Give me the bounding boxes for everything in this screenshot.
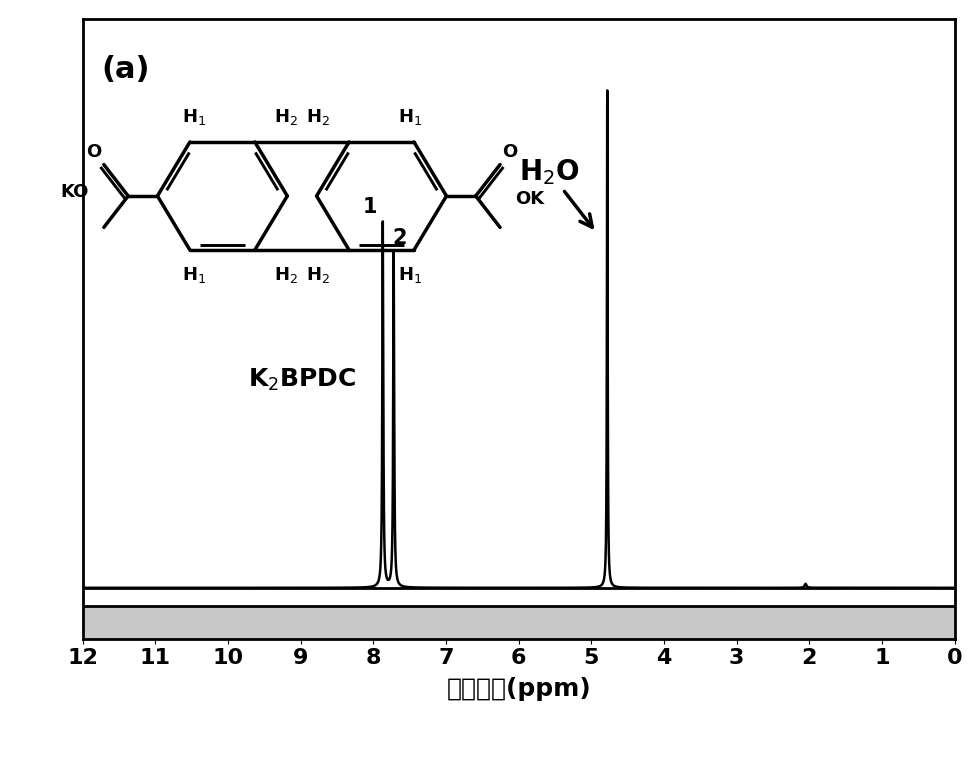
Text: K$_2$BPDC: K$_2$BPDC [247, 367, 356, 393]
Text: O: O [87, 143, 101, 161]
Text: O: O [503, 143, 517, 161]
Text: KO: KO [60, 183, 89, 201]
X-axis label: 化学位移(ppm): 化学位移(ppm) [446, 676, 591, 700]
Bar [83, 605, 955, 639]
Text: H$_2$O: H$_2$O [518, 156, 592, 228]
Text: H$_2$: H$_2$ [274, 265, 298, 286]
Text: H$_1$: H$_1$ [182, 265, 206, 286]
Text: H$_1$: H$_1$ [397, 265, 422, 286]
Text: 2: 2 [393, 228, 407, 248]
Text: H$_1$: H$_1$ [397, 107, 422, 127]
Text: (a): (a) [101, 55, 149, 84]
Text: OK: OK [515, 190, 544, 208]
Text: H$_2$: H$_2$ [274, 107, 298, 127]
Text: H$_2$: H$_2$ [306, 265, 330, 286]
Text: H$_1$: H$_1$ [182, 107, 206, 127]
Text: H$_2$: H$_2$ [306, 107, 330, 127]
Text: 1: 1 [362, 197, 377, 217]
